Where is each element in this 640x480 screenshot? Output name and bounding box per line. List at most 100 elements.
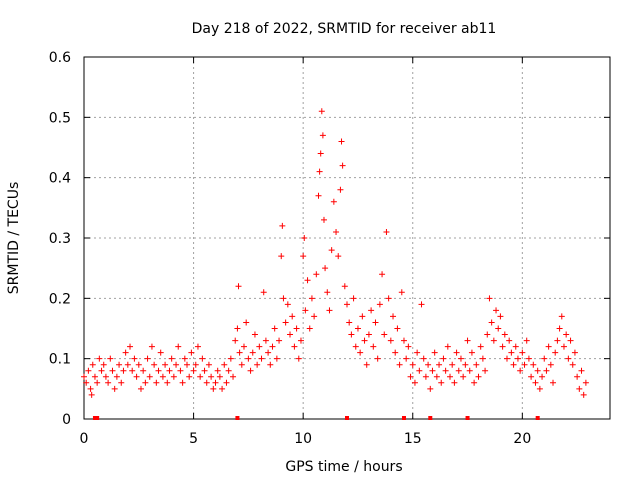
data-point: [223, 379, 230, 386]
data-point: [495, 325, 502, 332]
data-point: [390, 313, 397, 320]
x-tick-label: 20: [513, 431, 531, 447]
data-point: [517, 367, 524, 374]
data-point: [316, 168, 323, 175]
data-point: [212, 379, 219, 386]
y-tick-labels: 0 0.1 0.2 0.3 0.4 0.5 0.6: [49, 50, 71, 428]
data-point: [324, 289, 331, 296]
data-point: [392, 349, 399, 356]
data-point: [462, 361, 469, 368]
y-tick-label: 0.4: [49, 171, 71, 187]
data-point: [109, 367, 116, 374]
data-point: [497, 313, 504, 320]
data-point: [100, 361, 107, 368]
y-tick-label: 0.3: [49, 231, 71, 247]
y-axis-title: SRMTID / TECUs: [6, 182, 22, 295]
x-tick-label: 15: [404, 431, 422, 447]
data-point: [188, 349, 195, 356]
data-point: [468, 349, 475, 356]
data-point: [155, 367, 162, 374]
data-point: [302, 307, 309, 314]
data-point: [350, 295, 357, 302]
data-point: [192, 361, 199, 368]
data-point: [398, 289, 405, 296]
data-point: [339, 162, 346, 169]
data-point: [137, 385, 144, 392]
data-point: [279, 222, 286, 229]
x-tick-label: 10: [294, 431, 312, 447]
data-point: [116, 361, 123, 368]
x-axis-marker: [535, 416, 540, 420]
data-point: [512, 343, 519, 350]
data-point: [534, 367, 541, 374]
data-point: [173, 361, 180, 368]
data-point: [124, 361, 131, 368]
data-point: [333, 228, 340, 235]
data-point: [254, 361, 261, 368]
data-point: [146, 373, 153, 380]
data-point: [164, 379, 171, 386]
data-point: [436, 361, 443, 368]
data-point: [278, 253, 285, 260]
data-point: [578, 367, 585, 374]
data-point: [344, 301, 350, 308]
data-point: [122, 349, 129, 356]
data-point: [503, 355, 510, 362]
data-point: [554, 337, 561, 344]
data-point: [249, 349, 256, 356]
data-point: [346, 319, 353, 326]
data-point: [203, 379, 210, 386]
data-point: [276, 337, 283, 344]
data-point: [291, 343, 298, 350]
data-point: [506, 337, 513, 344]
data-point: [107, 355, 114, 362]
data-point: [326, 307, 333, 314]
data-point: [387, 337, 394, 344]
data-point: [151, 361, 158, 368]
data-point: [221, 361, 228, 368]
data-point: [269, 343, 276, 350]
data-point: [433, 373, 440, 380]
y-tick-label: 0.2: [49, 291, 71, 307]
data-point: [530, 361, 537, 368]
data-point: [348, 331, 355, 338]
data-point: [81, 373, 87, 380]
data-point: [120, 367, 127, 374]
data-point: [94, 379, 101, 386]
data-point: [405, 343, 412, 350]
data-point: [429, 367, 436, 374]
data-point: [482, 367, 489, 374]
data-point: [234, 325, 241, 332]
data-point: [447, 373, 454, 380]
data-point: [374, 355, 381, 362]
data-point: [552, 349, 559, 356]
data-point: [317, 150, 324, 157]
x-axis-marker: [401, 416, 406, 420]
data-point: [267, 361, 274, 368]
data-point: [140, 367, 147, 374]
data-point: [227, 355, 234, 362]
data-point: [129, 367, 136, 374]
data-point: [214, 367, 221, 374]
data-point: [558, 313, 565, 320]
data-point: [460, 373, 467, 380]
data-point: [582, 379, 589, 386]
data-point: [111, 385, 118, 392]
data-point: [166, 367, 173, 374]
data-point: [238, 361, 245, 368]
x-tick-label: 5: [189, 431, 198, 447]
y-tick-label: 0.6: [49, 50, 71, 66]
data-point: [571, 349, 578, 356]
data-point: [251, 331, 258, 338]
data-point: [519, 349, 526, 356]
data-point: [501, 331, 508, 338]
data-point: [569, 361, 576, 368]
data-point: [315, 192, 322, 199]
data-point: [127, 343, 134, 350]
x-axis-title: GPS time / hours: [285, 459, 402, 475]
data-point: [301, 235, 308, 241]
data-point: [493, 307, 500, 314]
data-point: [98, 367, 105, 374]
data-point: [376, 301, 383, 308]
data-point: [541, 355, 548, 362]
